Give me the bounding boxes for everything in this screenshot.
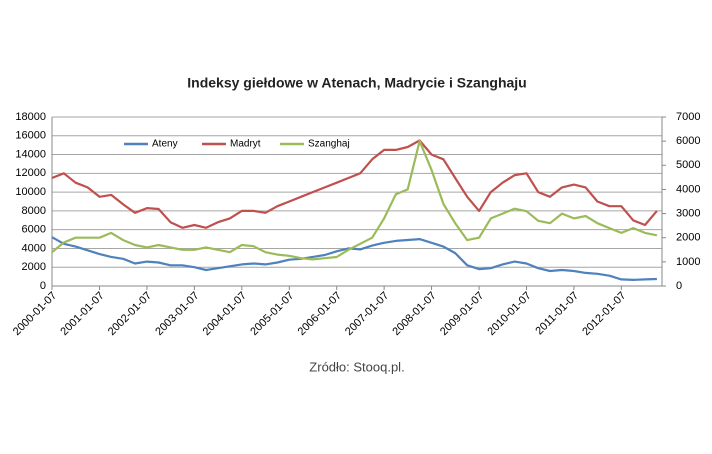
y2-tick-label: 4000 [676,183,700,195]
legend-label: Madryt [230,139,261,150]
y2-tick-label: 0 [676,280,682,292]
series-line [51,139,658,229]
x-tick-label: 2003-01-07 [153,290,201,338]
chart-title: Indeksy giełdowe w Atenach, Madrycie i S… [187,75,526,91]
y2-tick-label: 3000 [676,207,700,219]
x-tick-label: 2007-01-07 [343,290,391,338]
series-line [51,140,658,261]
y2-tick-label: 1000 [676,256,700,268]
y-tick-label: 14000 [15,148,46,160]
y2-tick-label: 7000 [676,111,700,123]
x-tick-label: 2009-01-07 [438,290,486,338]
y-tick-label: 0 [40,280,46,292]
x-tick-label: 2011-01-07 [533,290,581,338]
y-tick-label: 10000 [15,186,46,198]
x-tick-label: 2001-01-07 [58,290,106,338]
y-tick-label: 18000 [15,111,46,123]
x-tick-label: 2004-01-07 [201,290,249,338]
x-tick-label: 2008-01-07 [390,290,438,338]
series-line [51,236,657,281]
legend-label: Szanghaj [308,139,350,150]
y-tick-label: 12000 [15,167,46,179]
x-tick-label: 2012-01-07 [580,290,628,338]
y-tick-label: 4000 [22,242,46,254]
legend-label: Ateny [152,139,178,150]
y2-tick-label: 6000 [676,135,700,147]
y-tick-label: 8000 [22,205,46,217]
x-tick-label: 2010-01-07 [485,290,533,338]
y-tick-label: 6000 [22,224,46,236]
x-tick-label: 2000-01-07 [11,290,59,338]
x-tick-label: 2005-01-07 [248,290,296,338]
source-note: Zródło: Stooq.pl. [309,359,404,374]
y-tick-label: 2000 [22,261,46,273]
y-tick-label: 16000 [15,130,46,142]
y2-tick-label: 2000 [676,232,700,244]
x-tick-label: 2006-01-07 [296,290,344,338]
x-tick-label: 2002-01-07 [106,290,154,338]
y2-tick-label: 5000 [676,159,700,171]
